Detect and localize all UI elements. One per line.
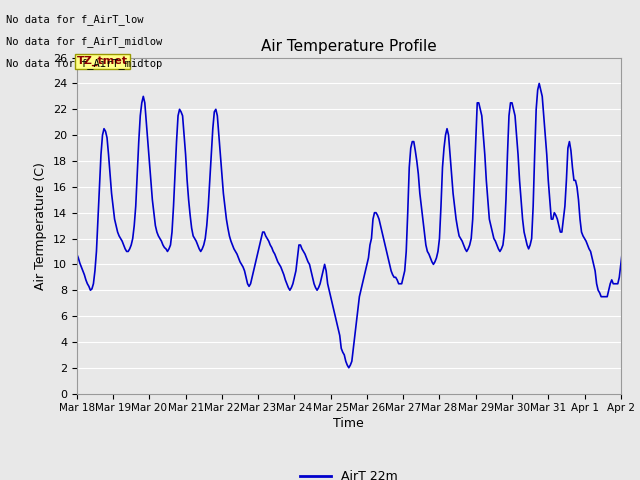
Text: TZ_tmet: TZ_tmet [77, 56, 128, 66]
Y-axis label: Air Termperature (C): Air Termperature (C) [35, 162, 47, 289]
Text: No data for f_AirT_midlow: No data for f_AirT_midlow [6, 36, 163, 47]
Text: No data for f_AirT_low: No data for f_AirT_low [6, 14, 144, 25]
Title: Air Temperature Profile: Air Temperature Profile [261, 39, 436, 54]
Legend: AirT 22m: AirT 22m [295, 465, 403, 480]
X-axis label: Time: Time [333, 418, 364, 431]
Text: No data for f_AirT_midtop: No data for f_AirT_midtop [6, 58, 163, 69]
